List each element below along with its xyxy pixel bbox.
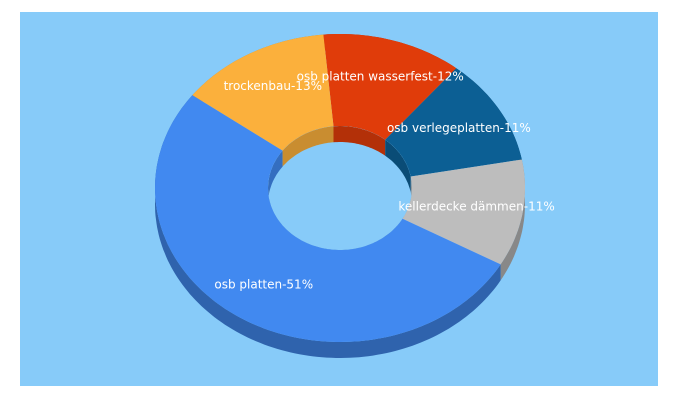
slice <box>323 34 457 140</box>
slice <box>402 159 525 265</box>
hole-floor <box>268 126 412 250</box>
slice <box>192 34 334 151</box>
slice-label: kellerdecke dämmen-11% <box>398 200 554 214</box>
slice-label: osb platten-51% <box>214 277 313 291</box>
inner-wall <box>333 126 386 156</box>
hole <box>268 126 412 250</box>
inner-wall <box>282 126 334 167</box>
slice <box>155 95 501 342</box>
slice <box>385 68 522 177</box>
slice-label: osb verlegeplatten-11% <box>387 121 531 135</box>
slice-label: trockenbau-13% <box>224 79 322 93</box>
slice-label: osb platten wasserfest-12% <box>297 70 464 84</box>
inner-wall <box>268 150 403 250</box>
inner-wall <box>385 139 411 193</box>
